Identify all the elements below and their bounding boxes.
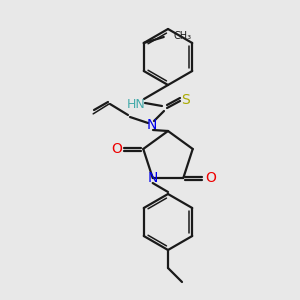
Text: O: O xyxy=(205,171,216,185)
Text: CH₃: CH₃ xyxy=(174,31,192,41)
Text: N: N xyxy=(147,118,157,132)
Text: HN: HN xyxy=(127,98,146,110)
Text: N: N xyxy=(148,171,158,185)
Text: O: O xyxy=(111,142,122,156)
Text: S: S xyxy=(181,93,189,107)
